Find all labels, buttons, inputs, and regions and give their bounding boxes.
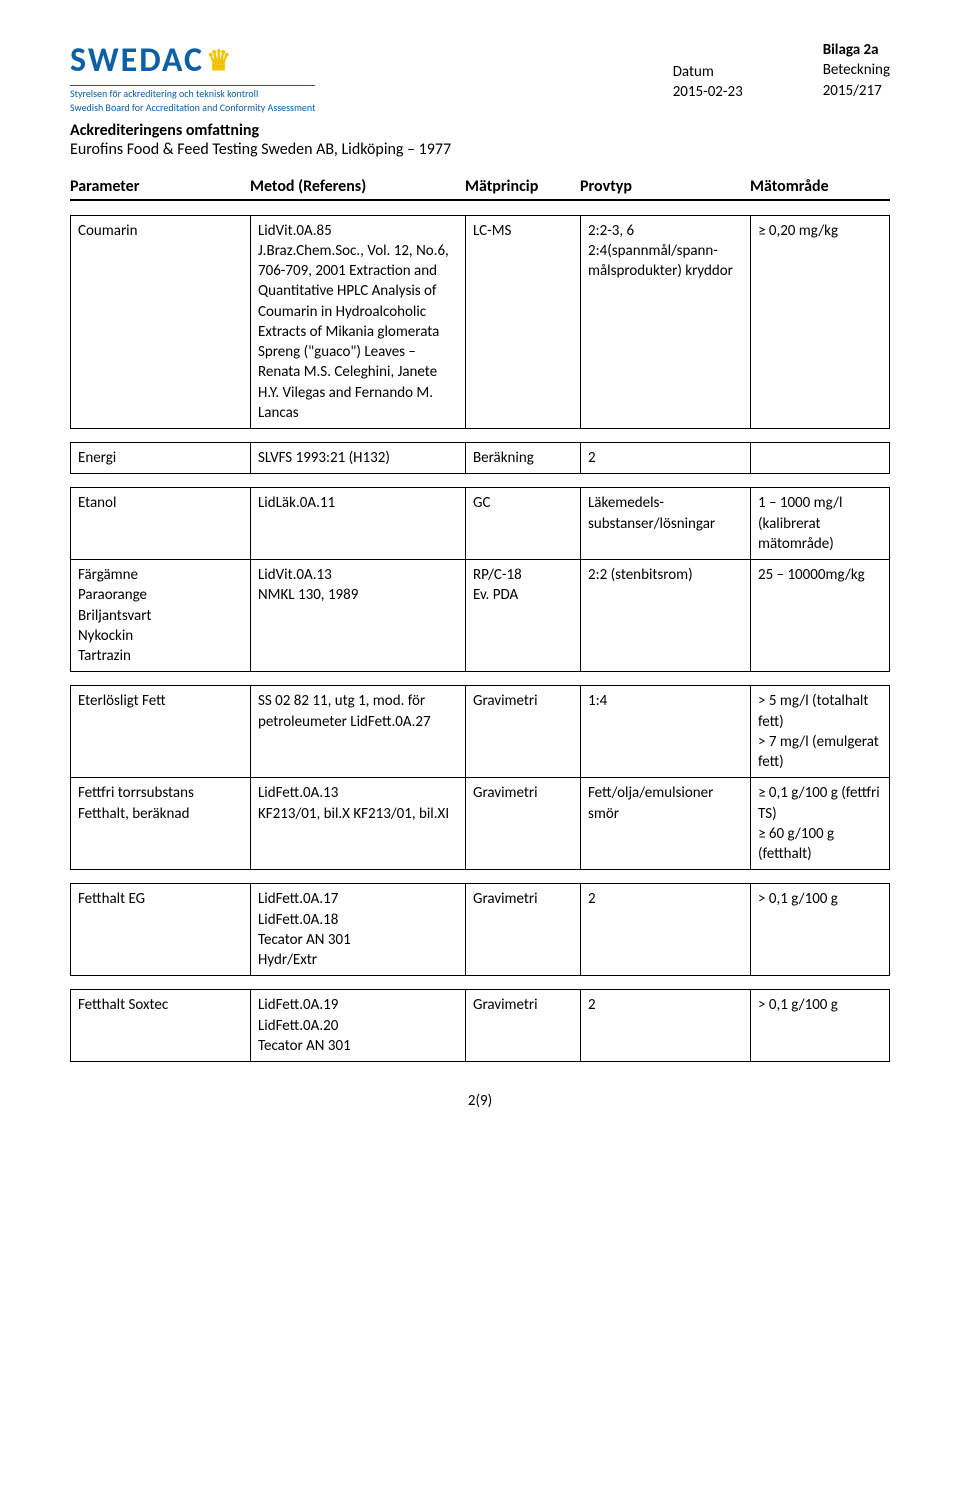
cell-principle: GC	[466, 488, 581, 560]
col-provtyp: Provtyp	[580, 177, 750, 196]
cell-principle: Beräkning	[466, 443, 581, 474]
cell-provtyp: 2:2 (stenbitsrom)	[581, 560, 751, 672]
cell-param: Eterlösligt Fett	[71, 686, 251, 778]
cell-principle: Gravimetri	[466, 686, 581, 778]
cell-method: LidFett.0A.19LidFett.0A.20Tecator AN 301	[251, 990, 466, 1062]
beteckning-label: Beteckning	[823, 60, 890, 80]
cell-principle: Gravimetri	[466, 990, 581, 1062]
cell-param: Energi	[71, 443, 251, 474]
col-method: Metod (Referens)	[250, 177, 465, 196]
cell-range: > 0,1 g/100 g	[751, 990, 890, 1062]
datum-column: Datum 2015-02-23	[673, 40, 743, 103]
page-subtitle: Eurofins Food & Feed Testing Sweden AB, …	[70, 140, 890, 159]
title-block: Ackrediteringens omfattning Eurofins Foo…	[70, 121, 890, 159]
cell-principle: Gravimetri	[466, 778, 581, 870]
cell-range: 25 – 10000mg/kg	[751, 560, 890, 672]
cell-range: > 0,1 g/100 g	[751, 884, 890, 976]
col-range: Mätområde	[750, 177, 890, 196]
col-parameter: Parameter	[70, 177, 250, 196]
table-row: Energi SLVFS 1993:21 (H132) Beräkning 2	[71, 443, 890, 474]
datum-label: Datum	[673, 62, 743, 82]
cell-param: Fetthalt Soxtec	[71, 990, 251, 1062]
cell-principle: Gravimetri	[466, 884, 581, 976]
cell-range: > 5 mg/l (totalhalt fett)> 7 mg/l (emulg…	[751, 686, 890, 778]
cell-method: SLVFS 1993:21 (H132)	[251, 443, 466, 474]
logo: SWEDAC ♛ Styrelsen för ackreditering och…	[70, 40, 315, 115]
page: SWEDAC ♛ Styrelsen för ackreditering och…	[0, 0, 960, 1150]
cell-principle: RP/C-18Ev. PDA	[466, 560, 581, 672]
beteckning-value: 2015/217	[823, 81, 890, 101]
cell-method: SS 02 82 11, utg 1, mod. för petroleumet…	[251, 686, 466, 778]
cell-range: ≥ 0,20 mg/kg	[751, 215, 890, 429]
cell-range	[751, 443, 890, 474]
cell-method: LidVit.0A.13NMKL 130, 1989	[251, 560, 466, 672]
table-row: Fetthalt Soxtec LidFett.0A.19LidFett.0A.…	[71, 990, 890, 1062]
cell-provtyp: 2	[581, 443, 751, 474]
crown-icon: ♛	[206, 50, 233, 72]
bilaga-label: Bilaga 2a	[823, 40, 890, 60]
beteckning-column: Bilaga 2a Beteckning 2015/217	[823, 40, 890, 103]
logo-subtitle-1: Styrelsen för ackreditering och teknisk …	[70, 85, 315, 101]
logo-subtitle-2: Swedish Board for Accreditation and Conf…	[70, 102, 315, 115]
cell-method: LidLäk.0A.11	[251, 488, 466, 560]
cell-principle: LC-MS	[466, 215, 581, 429]
cell-provtyp: 2:2-3, 62:4(spannmål/spann-målsprodukter…	[581, 215, 751, 429]
cell-range: ≥ 0,1 g/100 g (fettfri TS)≥ 60 g/100 g (…	[751, 778, 890, 870]
cell-provtyp: 2	[581, 990, 751, 1062]
header-meta: Datum 2015-02-23 Bilaga 2a Beteckning 20…	[673, 40, 890, 103]
table-row: FärgämneParaorangeBriljantsvartNykockinT…	[71, 560, 890, 672]
header: SWEDAC ♛ Styrelsen för ackreditering och…	[70, 40, 890, 115]
cell-provtyp: 2	[581, 884, 751, 976]
logo-text: SWEDAC	[70, 40, 204, 83]
cell-param: FärgämneParaorangeBriljantsvartNykockinT…	[71, 560, 251, 672]
data-table: Coumarin LidVit.0A.85J.Braz.Chem.Soc., V…	[70, 215, 890, 1063]
table-row: Etanol LidLäk.0A.11 GC Läkemedels-substa…	[71, 488, 890, 560]
cell-provtyp: Läkemedels-substanser/lösningar	[581, 488, 751, 560]
logo-region: SWEDAC ♛ Styrelsen för ackreditering och…	[70, 40, 315, 115]
cell-method: LidFett.0A.17LidFett.0A.18Tecator AN 301…	[251, 884, 466, 976]
table-row: Fettfri torrsubstansFetthalt, beräknad L…	[71, 778, 890, 870]
cell-param: Fettfri torrsubstansFetthalt, beräknad	[71, 778, 251, 870]
cell-param: Coumarin	[71, 215, 251, 429]
cell-method: LidVit.0A.85J.Braz.Chem.Soc., Vol. 12, N…	[251, 215, 466, 429]
page-title: Ackrediteringens omfattning	[70, 121, 890, 140]
page-number: 2(9)	[70, 1092, 890, 1110]
table-row: Fetthalt EG LidFett.0A.17LidFett.0A.18Te…	[71, 884, 890, 976]
col-principle: Mätprincip	[465, 177, 580, 196]
table-row: Coumarin LidVit.0A.85J.Braz.Chem.Soc., V…	[71, 215, 890, 429]
cell-provtyp: 1:4	[581, 686, 751, 778]
column-headers: Parameter Metod (Referens) Mätprincip Pr…	[70, 177, 890, 201]
cell-param: Fetthalt EG	[71, 884, 251, 976]
cell-range: 1 – 1000 mg/l (kalibrerat mätområde)	[751, 488, 890, 560]
cell-param: Etanol	[71, 488, 251, 560]
cell-method: LidFett.0A.13KF213/01, bil.X KF213/01, b…	[251, 778, 466, 870]
datum-value: 2015-02-23	[673, 82, 743, 102]
table-row: Eterlösligt Fett SS 02 82 11, utg 1, mod…	[71, 686, 890, 778]
cell-provtyp: Fett/olja/emulsioner smör	[581, 778, 751, 870]
